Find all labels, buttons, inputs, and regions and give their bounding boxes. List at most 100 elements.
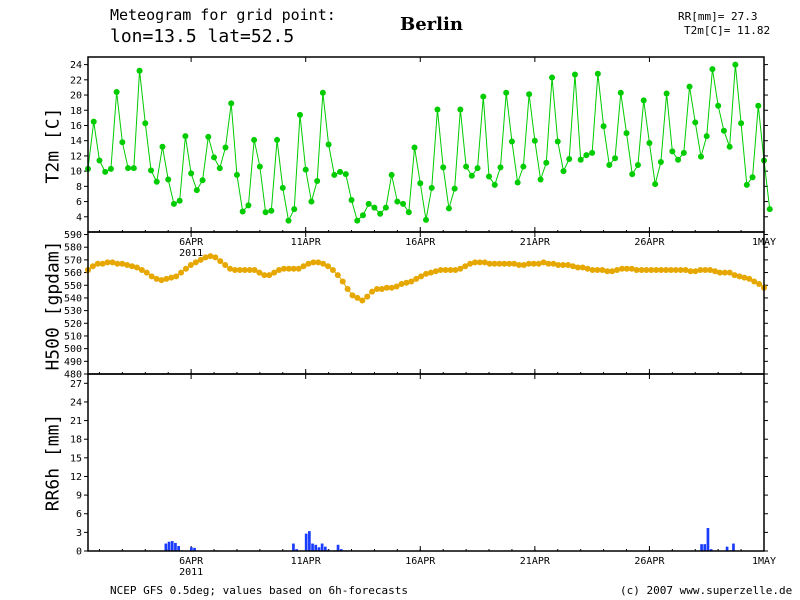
h500-point [525,260,532,267]
ytick-label-0-14: 14 [70,136,82,147]
t2m-point [554,138,561,145]
h500-point [731,272,738,279]
t2m-point [474,165,481,172]
rr6h-bar [292,543,295,551]
t2m-point [440,164,447,171]
h500-point [290,265,297,272]
h500-point [491,260,498,267]
h500-point [197,256,204,263]
h500-point [638,267,645,274]
xtick-label-1-1MAY: 1MAY [752,556,776,567]
t2m-point [726,143,733,150]
h500-point [315,259,322,266]
h500-point [663,267,670,274]
h500-point [648,267,655,274]
t2m-point [686,83,693,90]
ytick-label-0-20: 20 [70,91,82,102]
t2m-point [400,200,407,207]
ytick-label-0-8: 8 [76,182,82,193]
t2m-point [766,206,773,213]
h500-point [609,268,616,275]
rr6h-bar [703,544,707,551]
h500-point [746,275,753,282]
h500-point [653,267,660,274]
h500-point [124,261,131,268]
h500-point [236,267,243,274]
t2m-point [634,162,641,169]
h500-point [442,267,449,274]
city-name: Berlin [400,14,463,35]
t2m-point [755,102,762,109]
h500-point [677,267,684,274]
t2m-point [216,165,223,172]
h500-point [325,263,332,270]
h500-point [594,267,601,274]
h500-point [207,253,214,260]
h500-point [383,284,390,291]
t2m-point [302,166,309,173]
h500-point [295,265,302,272]
xtick-label-1-6APR: 6APR [179,556,204,567]
h500-point [560,261,567,268]
h500-point [471,259,478,266]
h500-point [565,261,572,268]
h500-point [447,267,454,274]
ytick-label-1-520: 520 [64,319,82,330]
h500-point [217,258,224,265]
h500-point [378,286,385,293]
h500-point [618,265,625,272]
ytick-label-0-22: 22 [70,75,82,86]
ytick-label-1-570: 570 [64,255,82,266]
h500-point [643,267,650,274]
ytick-label-1-490: 490 [64,357,82,368]
ytick-label-1-550: 550 [64,281,82,292]
h500-point [178,269,185,276]
h500-point [320,260,327,267]
h500-point [462,263,469,270]
t2m-point [365,200,372,207]
xtick-label-0-21APR: 21APR [520,237,551,248]
t2m-point [692,119,699,126]
rr6h-bar [323,546,327,551]
h500-point [256,269,263,276]
rr6h-bar [308,531,311,551]
t2m-point [652,181,659,188]
ytick-label-1-540: 540 [64,293,82,304]
rr6h-bar [725,546,729,551]
h500-point [133,264,140,271]
t2m-point [296,111,303,118]
ytick-label-0-12: 12 [70,151,82,162]
h500-point [310,259,317,266]
h500-point [682,267,689,274]
xtick-label-1-21APR: 21APR [520,556,551,567]
h500-point [305,260,312,267]
t2m-point [136,67,143,74]
h500-point [540,259,547,266]
t2m-point [543,159,550,166]
t2m-point [130,165,137,172]
h500-point [481,259,488,266]
h500-point [202,254,209,261]
h500-point [756,280,763,287]
t2m-point [549,74,556,81]
h500-point [148,273,155,280]
rr6h-bar [314,544,318,551]
t2m-point [657,159,664,165]
h500-point [354,294,361,301]
t2m-point [526,91,533,98]
rr6h-bar [709,549,713,551]
t2m-point [612,155,619,162]
h500-point [408,278,415,285]
h500-point [658,267,665,274]
xtick-label-0-11APR: 11APR [291,237,322,248]
t2m-point [503,89,510,96]
t2m-point [228,100,235,107]
xtick-label-0-26APR: 26APR [634,237,665,248]
t2m-point [445,205,452,212]
ytick-label-0-4: 4 [76,212,82,223]
h500-point [413,275,420,282]
t2m-point [348,197,355,204]
t2m-point [560,168,567,175]
t2m-point [675,156,682,163]
xtick-label-0-1MAY: 1MAY [752,237,776,248]
